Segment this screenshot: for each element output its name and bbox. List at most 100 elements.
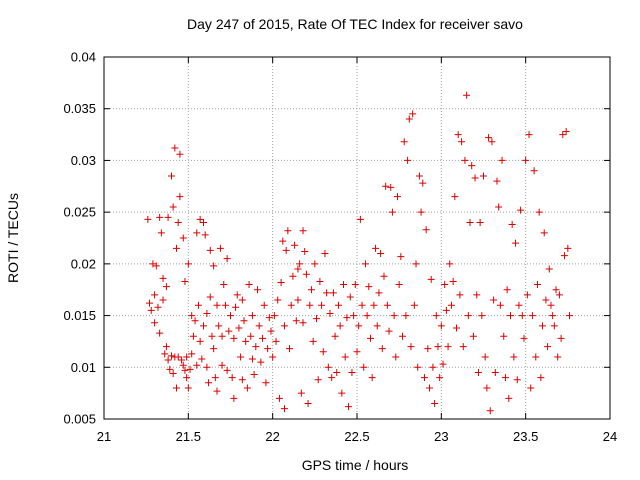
data-point	[447, 301, 455, 309]
data-point	[496, 301, 504, 309]
data-point	[464, 312, 472, 320]
data-point	[321, 250, 329, 258]
data-point	[491, 368, 499, 376]
data-point	[469, 332, 477, 340]
data-point	[427, 275, 435, 283]
data-point	[173, 244, 181, 252]
data-point	[287, 301, 295, 309]
data-point	[267, 327, 275, 335]
data-point	[183, 374, 191, 382]
data-point	[373, 322, 381, 330]
data-point	[564, 244, 572, 252]
data-point	[159, 296, 167, 304]
data-point	[446, 260, 454, 268]
data-point	[213, 301, 221, 309]
data-point	[542, 296, 550, 304]
data-point	[370, 301, 378, 309]
data-point	[518, 312, 526, 320]
data-point	[341, 353, 349, 361]
y-tick-label: 0.02	[71, 256, 96, 271]
x-axis-label: GPS time / hours	[302, 457, 409, 473]
data-point	[488, 138, 496, 146]
data-point	[178, 356, 186, 364]
data-point	[184, 384, 192, 392]
data-point	[328, 374, 336, 382]
data-point	[508, 221, 516, 229]
data-point	[481, 353, 489, 361]
data-point	[186, 365, 194, 373]
data-point	[355, 322, 363, 330]
y-tick-label: 0.025	[63, 205, 96, 220]
data-point	[407, 343, 415, 351]
data-point	[284, 227, 292, 235]
data-point	[500, 332, 508, 340]
data-point	[250, 371, 258, 379]
data-point	[248, 312, 256, 320]
data-point	[375, 289, 383, 297]
data-point	[146, 299, 154, 307]
y-axis-label: ROTI / TECUs	[5, 193, 21, 283]
data-point	[380, 272, 388, 280]
data-point	[474, 368, 482, 376]
data-point	[174, 218, 182, 226]
data-point	[196, 337, 204, 345]
data-point	[242, 337, 250, 345]
data-point	[313, 315, 321, 323]
data-point	[319, 348, 327, 356]
data-point	[307, 286, 315, 294]
data-point	[270, 312, 278, 320]
data-point	[291, 241, 299, 249]
data-point	[454, 131, 462, 139]
data-point	[473, 291, 481, 299]
data-point	[167, 352, 175, 360]
data-point	[174, 353, 182, 361]
data-point	[154, 303, 162, 311]
data-point	[402, 312, 410, 320]
data-point	[539, 322, 547, 330]
data-point	[316, 277, 324, 285]
data-point	[415, 172, 423, 180]
data-point	[366, 334, 374, 342]
data-point	[279, 237, 287, 245]
data-point	[397, 253, 405, 261]
data-point	[232, 303, 240, 311]
data-point	[299, 319, 307, 327]
data-point	[151, 291, 159, 299]
data-point	[260, 301, 268, 309]
data-point	[218, 332, 226, 340]
data-point	[176, 193, 184, 201]
data-point	[206, 293, 214, 301]
data-point	[183, 353, 191, 361]
data-point	[456, 291, 464, 299]
data-point	[439, 360, 447, 368]
data-point	[292, 317, 300, 325]
data-point	[523, 291, 531, 299]
data-point	[535, 208, 543, 216]
data-point	[213, 387, 221, 395]
data-point	[306, 301, 314, 309]
data-point	[442, 306, 450, 314]
data-point	[159, 274, 167, 282]
data-point	[294, 296, 302, 304]
data-point	[343, 314, 351, 322]
data-point	[286, 345, 294, 353]
data-point	[426, 384, 434, 392]
data-point	[436, 374, 444, 382]
data-point	[230, 394, 238, 402]
data-point	[311, 260, 319, 268]
data-point	[211, 374, 219, 382]
data-point	[194, 301, 202, 309]
data-point	[441, 281, 449, 289]
data-point	[210, 262, 218, 270]
data-point	[227, 312, 234, 320]
data-point	[208, 332, 216, 340]
data-point	[216, 244, 224, 252]
data-point	[253, 286, 261, 294]
data-point	[289, 272, 297, 280]
data-point	[302, 270, 310, 278]
data-point	[527, 384, 535, 392]
data-point	[196, 215, 204, 223]
data-point	[274, 296, 282, 304]
data-point	[296, 260, 304, 268]
data-point	[340, 281, 348, 289]
